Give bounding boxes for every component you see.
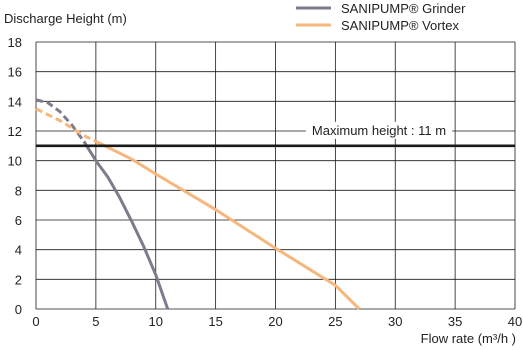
y-tick-label: 4 (15, 243, 22, 258)
grid (35, 41, 516, 310)
y-tick-label: 2 (15, 272, 22, 287)
x-axis-label: Flow rate (m³/h ) (421, 331, 516, 346)
legend-label-vortex: SANIPUMP® Vortex (341, 18, 459, 33)
y-tick-label: 18 (8, 35, 22, 50)
legend: SANIPUMP® Grinder SANIPUMP® Vortex (296, 1, 466, 33)
series-line-1 (95, 140, 361, 311)
series-dashed-0 (35, 98, 86, 143)
x-tick-label: 20 (268, 314, 282, 329)
x-tick-label: 0 (32, 314, 39, 329)
max-height-label-bg (305, 121, 453, 139)
y-tick-label: 10 (8, 154, 22, 169)
y-tick-label: 14 (8, 94, 22, 109)
x-tick-label: 10 (149, 314, 163, 329)
legend-label-grinder: SANIPUMP® Grinder (341, 1, 466, 16)
y-tick-label: 12 (8, 124, 22, 139)
tick-labels: 0 5 10 15 20 25 30 35 40 0 2 4 6 8 10 12 14 16 18 (8, 35, 523, 329)
y-tick-label: 0 (15, 302, 22, 317)
y-tick-label: 6 (15, 213, 22, 228)
series-dashed-1 (35, 107, 97, 143)
series-line-0 (82, 140, 170, 310)
x-tick-label: 15 (208, 314, 222, 329)
x-tick-label: 35 (448, 314, 462, 329)
x-tick-label: 5 (92, 314, 99, 329)
y-tick-label: 16 (8, 65, 22, 80)
x-tick-label: 25 (328, 314, 342, 329)
max-height-label: Maximum height : 11 m (312, 123, 446, 138)
y-axis-label: Discharge Height (m) (4, 11, 127, 26)
y-tick-label: 8 (15, 183, 22, 198)
x-tick-label: 30 (388, 314, 402, 329)
x-tick-label: 40 (508, 314, 522, 329)
reference-layer: Maximum height : 11 m (36, 121, 515, 148)
series-layer (35, 98, 361, 311)
